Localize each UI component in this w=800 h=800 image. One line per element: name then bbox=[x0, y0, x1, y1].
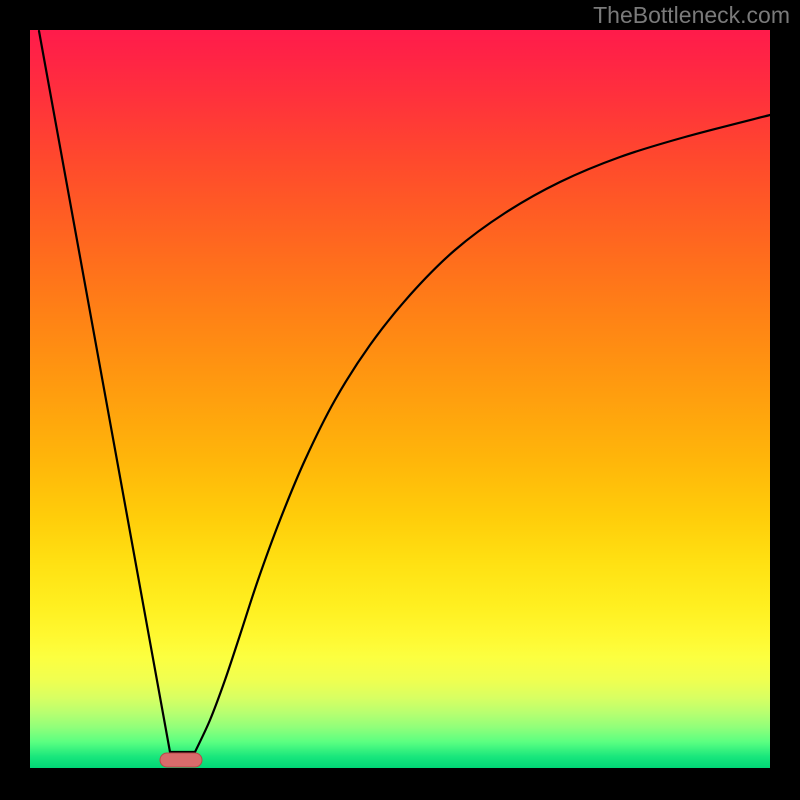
optimal-marker bbox=[160, 753, 202, 767]
plot-background bbox=[30, 30, 770, 768]
chart-container: { "watermark": { "text": "TheBottleneck.… bbox=[0, 0, 800, 800]
bottleneck-chart bbox=[0, 0, 800, 800]
watermark-text: TheBottleneck.com bbox=[593, 2, 790, 29]
